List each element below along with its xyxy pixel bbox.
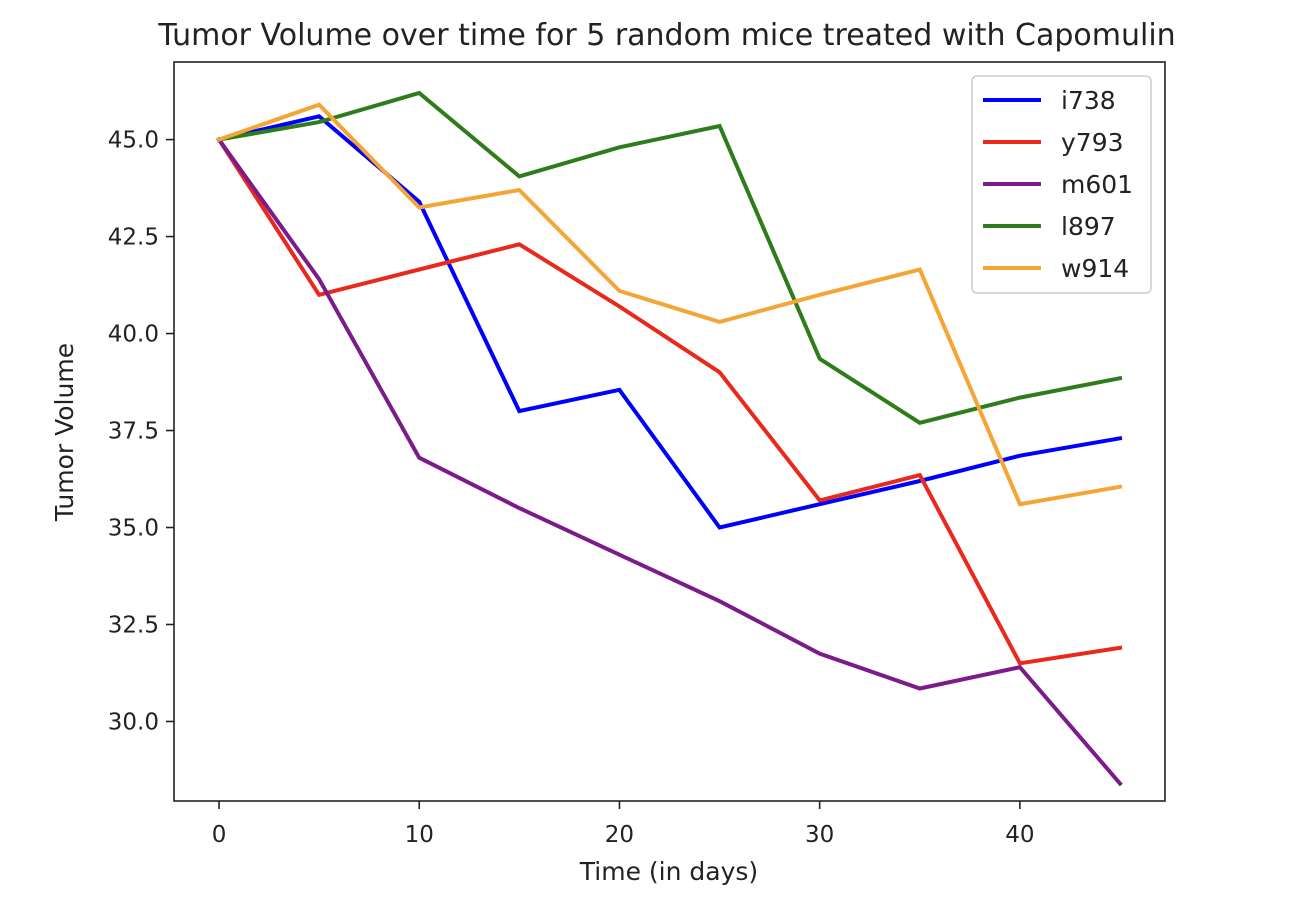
x-tick-label: 30 — [805, 822, 834, 848]
chart-title: Tumor Volume over time for 5 random mice… — [157, 18, 1175, 53]
series-line-y793 — [216, 136, 1123, 666]
y-axis: 30.0 32.5 35.0 37.5 40.0 42.5 45.0 — [108, 128, 174, 735]
legend-label-i738: i738 — [1061, 86, 1116, 115]
legend-label-l897: l897 — [1061, 212, 1116, 241]
legend-label-w914: w914 — [1061, 254, 1129, 283]
y-tick-label: 32.5 — [108, 612, 159, 638]
x-tick-label: 10 — [405, 822, 434, 848]
legend-label-y793: y793 — [1061, 128, 1124, 157]
y-axis-label: Tumor Volume — [50, 343, 79, 522]
series-layer — [216, 90, 1123, 787]
legend-label-m601: m601 — [1061, 170, 1133, 199]
legend-box — [971, 75, 1152, 294]
x-tick-label: 20 — [605, 822, 634, 848]
y-tick-label: 42.5 — [108, 225, 159, 251]
y-tick-label: 37.5 — [108, 419, 159, 445]
x-tick-label: 40 — [1005, 822, 1034, 848]
legend: i738 y793 m601 l897 w914 — [971, 75, 1152, 294]
series-line-l897 — [216, 90, 1123, 425]
x-axis: 0 10 20 30 40 — [212, 801, 1034, 848]
x-axis-label: Time (in days) — [579, 857, 758, 886]
y-tick-label: 45.0 — [108, 128, 159, 154]
y-tick-label: 30.0 — [108, 709, 159, 735]
x-tick-label: 0 — [212, 822, 227, 848]
series-line-w914 — [216, 102, 1123, 507]
series-line-i738 — [216, 114, 1123, 530]
y-tick-label: 35.0 — [108, 516, 159, 542]
series-line-m601 — [216, 136, 1123, 787]
y-tick-label: 40.0 — [108, 322, 159, 348]
